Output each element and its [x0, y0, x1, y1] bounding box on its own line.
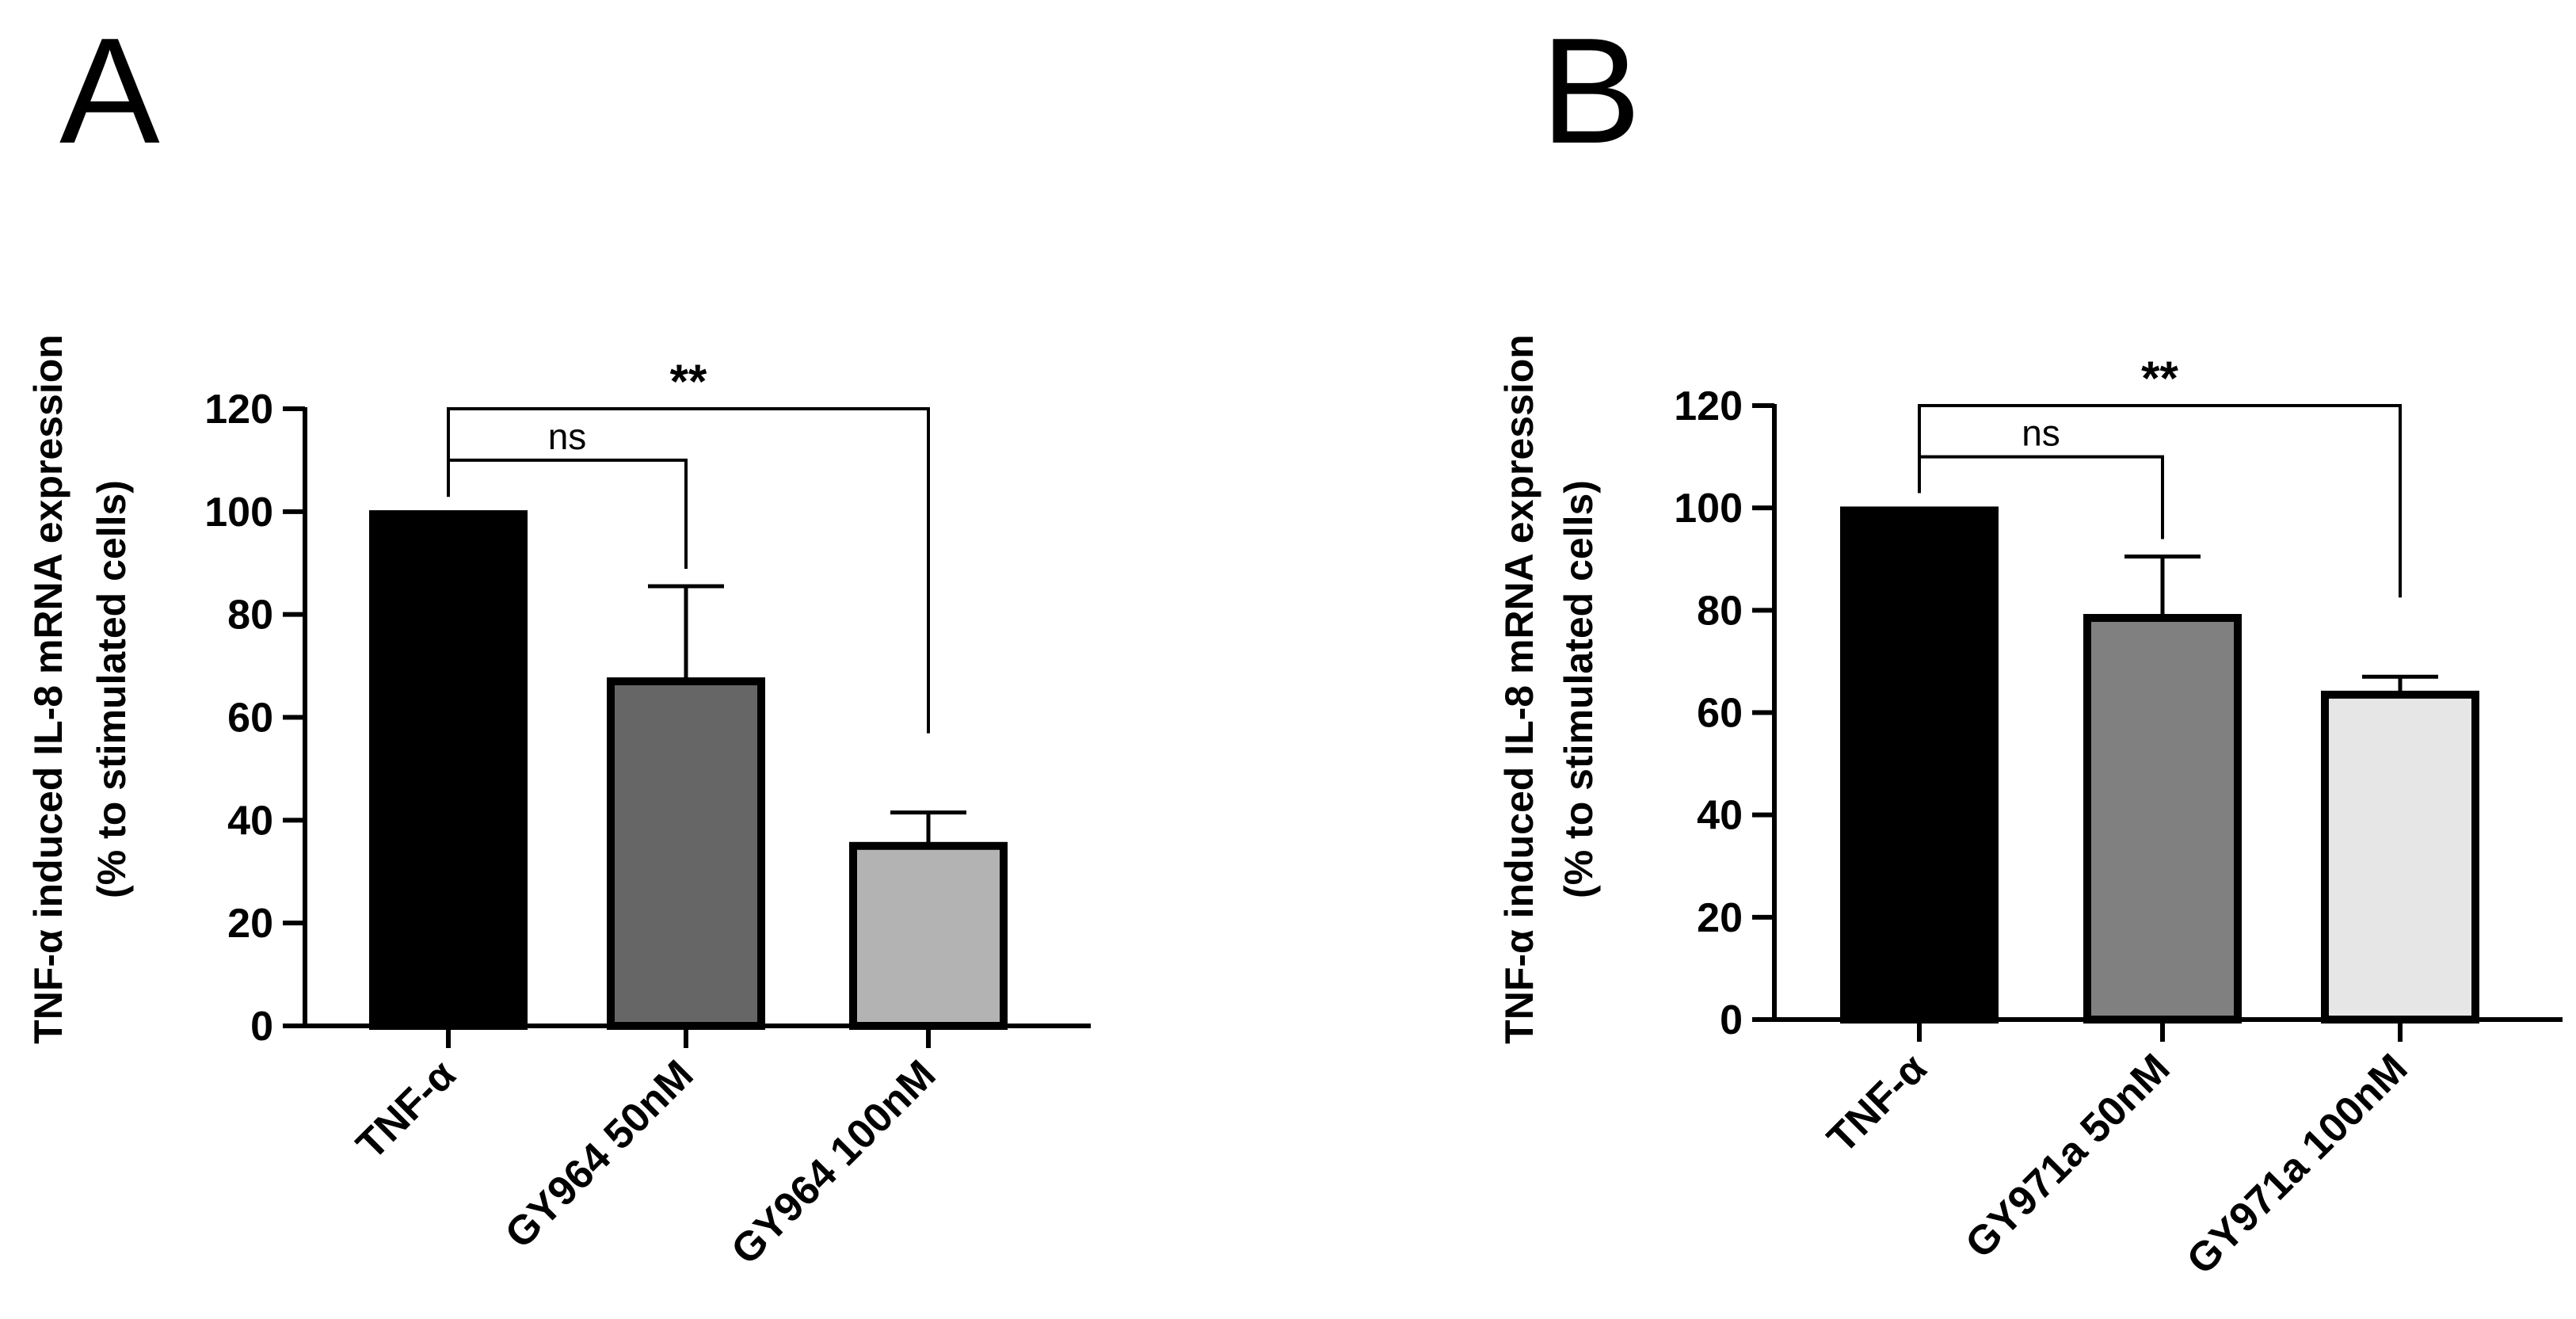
y-axis-label: (% to stimulated cells)	[1557, 480, 1601, 898]
y-tick-label: 120	[204, 387, 273, 433]
y-tick-label: 0	[250, 1004, 273, 1050]
x-tick-label: GY964 50nM	[497, 1051, 703, 1257]
x-tick-label: GY971a 50nM	[1957, 1045, 2178, 1267]
y-tick-label: 100	[1674, 486, 1743, 532]
y-tick-label: 0	[1720, 997, 1743, 1043]
bar	[1840, 506, 1999, 1024]
x-tick-label: TNF-α	[1819, 1045, 1935, 1161]
y-tick-label: 40	[227, 798, 273, 844]
bar	[849, 841, 1008, 1030]
y-axis-label: (% to stimulated cells)	[90, 480, 134, 898]
bar	[607, 677, 765, 1031]
y-tick-label: 100	[204, 490, 273, 536]
y-tick-label: 20	[1697, 895, 1743, 941]
x-tick-label: GY964 100nM	[722, 1051, 944, 1273]
significance-label: ns	[548, 416, 587, 457]
panel-label: A	[59, 7, 160, 175]
y-tick-label: 80	[1697, 588, 1743, 634]
chart-panel-b: B TNF-α induced IL-8 mRNA expression (% to…	[1497, 7, 2563, 1283]
y-tick-label: 40	[1697, 793, 1743, 839]
bar	[2321, 690, 2479, 1024]
x-tick-label: TNF-α	[348, 1051, 464, 1168]
y-axis-label: TNF-α induced IL-8 mRNA expression	[26, 334, 70, 1044]
chart-panel-a: A TNF-α induced IL-8 mRNA expression (% to…	[26, 7, 1091, 1274]
y-tick-label: 20	[227, 901, 273, 947]
significance-label: **	[670, 355, 707, 408]
significance-label: **	[2141, 352, 2178, 405]
bar	[2083, 614, 2242, 1024]
x-tick-label: GY971a 100nM	[2178, 1045, 2417, 1283]
y-tick-label: 60	[1697, 691, 1743, 737]
y-tick-label: 120	[1674, 383, 1743, 429]
significance-bracket	[447, 407, 930, 734]
panel-label: B	[1541, 7, 1641, 175]
y-axis-label: TNF-α induced IL-8 mRNA expression	[1497, 334, 1541, 1044]
bar	[369, 510, 528, 1030]
significance-label: ns	[2022, 413, 2060, 454]
significance-bracket	[1918, 404, 2402, 598]
y-tick-label: 60	[227, 696, 273, 741]
y-tick-label: 80	[227, 593, 273, 639]
